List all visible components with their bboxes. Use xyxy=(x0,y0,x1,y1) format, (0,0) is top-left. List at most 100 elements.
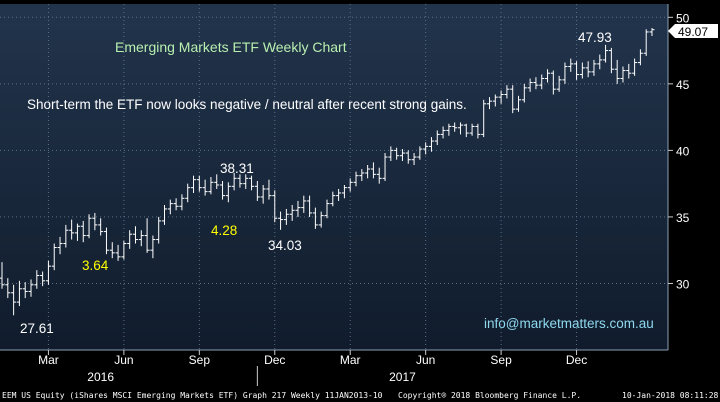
ohlc-bar xyxy=(237,174,243,188)
ohlc-bar xyxy=(16,280,22,307)
x-tick-label: Mar xyxy=(38,353,59,367)
ohlc-bar xyxy=(34,270,40,289)
ohlc-bar xyxy=(249,175,255,191)
ohlc-bar xyxy=(341,184,347,199)
x-tick-label: Sep xyxy=(189,353,211,367)
ohlc-bar xyxy=(359,169,365,181)
contact-email: info@marketmatters.com.au xyxy=(484,316,654,331)
ohlc-bar xyxy=(254,180,260,201)
ohlc-bar xyxy=(98,218,104,236)
annotation-move-428: 4.28 xyxy=(211,223,237,238)
price-bars xyxy=(0,27,655,316)
ohlc-bar xyxy=(225,182,231,203)
ohlc-bar xyxy=(498,90,504,104)
x-year-label: 2016 xyxy=(87,370,114,384)
ohlc-bar xyxy=(109,242,115,259)
ohlc-bar xyxy=(173,198,179,211)
ohlc-bar xyxy=(214,174,220,189)
ohlc-bar xyxy=(156,216,162,244)
ohlc-bar xyxy=(585,61,591,78)
ohlc-bar xyxy=(202,179,208,196)
annotation-high-3831: 38.31 xyxy=(220,161,254,176)
ohlc-bar xyxy=(208,177,214,195)
ohlc-bar xyxy=(481,99,487,138)
ohlc-bar xyxy=(608,47,614,74)
y-axis-ticks: 30 35 40 45 50 xyxy=(668,11,690,291)
ohlc-bar xyxy=(11,284,17,316)
ohlc-bar xyxy=(492,94,498,107)
ohlc-bar xyxy=(649,27,655,36)
plot-area xyxy=(0,4,668,350)
ohlc-bar xyxy=(121,240,127,260)
ohlc-bar xyxy=(568,58,574,72)
x-tick-label: Jun xyxy=(416,353,435,367)
ohlc-bar xyxy=(336,188,342,201)
ohlc-bar xyxy=(347,178,353,192)
ohlc-bar xyxy=(574,61,580,80)
x-tick-label: Dec xyxy=(264,353,285,367)
y-tick-label: 45 xyxy=(676,78,690,92)
ohlc-bar xyxy=(428,137,434,152)
ohlc-bar xyxy=(452,122,458,132)
ohlc-bar xyxy=(382,153,388,181)
ohlc-bar xyxy=(504,85,510,99)
ohlc-bar xyxy=(80,220,86,243)
footer-copyright: Copyright® 2018 Bloomberg Finance L.P. xyxy=(398,391,581,400)
ohlc-bar xyxy=(40,271,46,287)
ohlc-bar xyxy=(272,190,278,223)
ohlc-bar xyxy=(150,235,156,259)
ohlc-bar xyxy=(132,226,138,244)
ohlc-bar xyxy=(545,69,551,83)
ohlc-bar xyxy=(185,183,191,203)
footer-source: EEM US Equity (iShares MSCI Emerging Mar… xyxy=(2,391,383,400)
x-axis-ticks: Mar Jun Sep Dec Mar Jun Sep Dec 2016 2017 xyxy=(38,350,587,386)
ohlc-bar xyxy=(318,211,324,228)
ohlc-bar xyxy=(63,224,69,248)
footer-timestamp: 10-Jan-2018 08:11:28 xyxy=(622,391,719,400)
ohlc-bar xyxy=(45,260,51,285)
ohlc-bar xyxy=(260,184,266,204)
ohlc-bar xyxy=(307,195,313,217)
chart-subtitle: Short-term the ETF now looks negative / … xyxy=(27,97,467,112)
ohlc-bar xyxy=(637,49,643,66)
ohlc-bar xyxy=(370,162,376,179)
ohlc-bar xyxy=(632,58,638,76)
ohlc-bar xyxy=(301,195,307,213)
ohlc-bar xyxy=(167,199,173,215)
ohlc-bar xyxy=(295,200,301,217)
annotation-move-364: 3.64 xyxy=(82,258,109,273)
ohlc-bar xyxy=(324,199,330,219)
y-tick-label: 40 xyxy=(676,144,690,158)
ohlc-bar xyxy=(487,97,492,110)
ohlc-bar xyxy=(330,191,336,207)
grid xyxy=(0,4,668,350)
x-tick-label: Dec xyxy=(566,353,587,367)
ohlc-bar xyxy=(527,78,533,92)
ohlc-bar xyxy=(591,59,597,76)
ohlc-bar xyxy=(69,219,75,240)
ohlc-bar xyxy=(266,179,272,200)
ohlc-bar xyxy=(562,62,568,84)
ohlc-bar xyxy=(22,282,28,299)
ohlc-bar xyxy=(278,211,284,230)
ohlc-bar xyxy=(614,59,620,84)
ohlc-bar xyxy=(603,44,609,63)
ohlc-bar xyxy=(539,74,545,90)
ohlc-bar xyxy=(86,214,92,239)
ohlc-bar xyxy=(620,66,626,83)
ohlc-bar xyxy=(283,208,289,225)
last-price-label: 49.07 xyxy=(678,25,708,39)
ohlc-bar xyxy=(510,85,516,114)
x-tick-label: Mar xyxy=(340,353,361,367)
ohlc-bar xyxy=(289,204,295,221)
ohlc-bar xyxy=(196,175,202,192)
ohlc-bar xyxy=(312,207,318,229)
y-tick-label: 30 xyxy=(676,277,690,291)
x-tick-label: Sep xyxy=(490,353,512,367)
ohlc-bar xyxy=(446,123,452,136)
ohlc-bar xyxy=(411,153,417,166)
ohlc-bar xyxy=(434,130,440,146)
ohlc-bar xyxy=(521,83,527,103)
ohlc-bar xyxy=(231,172,237,191)
